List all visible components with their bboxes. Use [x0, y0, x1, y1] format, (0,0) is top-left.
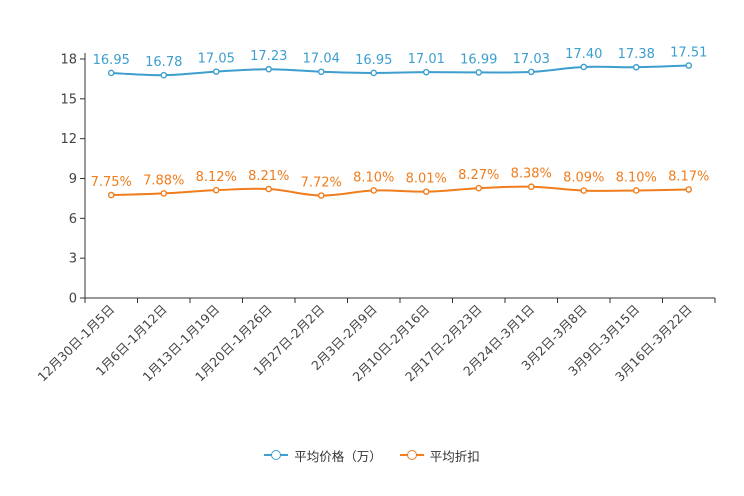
price-point: [685, 62, 693, 69]
price-point: [317, 68, 325, 76]
legend-label-price: 平均价格（万）: [294, 448, 382, 464]
series-line-price: [111, 64, 689, 77]
price-data-label: 17.23: [250, 49, 287, 64]
discount-point: [475, 184, 483, 192]
price-data-label: 17.40: [565, 47, 602, 62]
legend: 平均价格（万） 平均折扣: [0, 443, 744, 467]
discount-point: [580, 187, 588, 194]
discount-data-label: 8.38%: [511, 167, 552, 182]
y-tick-label: 9: [69, 172, 77, 187]
legend-line-marker-icon: [264, 448, 289, 462]
discount-point: [370, 187, 378, 194]
discount-point: [317, 192, 325, 199]
discount-data-label: 8.12%: [196, 170, 237, 185]
price-point: [475, 69, 483, 76]
price-data-label: 16.78: [145, 55, 182, 70]
discount-point: [212, 186, 220, 194]
price-point: [632, 63, 640, 71]
price-data-label: 17.05: [198, 52, 235, 67]
discount-data-label: 8.10%: [616, 170, 657, 185]
legend-item-price[interactable]: 平均价格（万）: [264, 446, 382, 465]
price-data-label: 16.99: [460, 52, 497, 67]
price-point: [212, 68, 220, 75]
discount-point: [422, 188, 430, 195]
series-line-discount: [111, 185, 689, 197]
y-tick-label: 3: [69, 252, 77, 267]
price-data-label: 16.95: [93, 53, 130, 68]
price-point: [527, 68, 535, 76]
y-tick-label: 18: [60, 53, 77, 68]
legend-line-marker-icon: [399, 448, 424, 462]
price-data-label: 17.04: [303, 52, 340, 67]
discount-point: [160, 190, 168, 197]
price-point: [370, 69, 378, 77]
price-point: [160, 71, 168, 79]
discount-data-label: 8.21%: [248, 169, 289, 184]
discount-point: [527, 183, 535, 191]
discount-point: [107, 191, 115, 199]
discount-data-label: 7.75%: [91, 175, 132, 190]
price-point: [107, 69, 115, 77]
discount-data-label: 8.27%: [458, 168, 499, 183]
price-data-label: 17.38: [618, 47, 655, 62]
discount-point: [265, 185, 273, 193]
discount-data-label: 7.72%: [301, 175, 342, 190]
price-point: [580, 63, 588, 71]
discount-data-label: 8.09%: [563, 171, 604, 186]
legend-item-discount[interactable]: 平均折扣: [399, 446, 480, 465]
price-point: [265, 65, 273, 73]
price-data-label: 16.95: [355, 53, 392, 68]
y-tick-label: 12: [60, 132, 77, 147]
price-data-label: 17.01: [408, 52, 445, 67]
price-data-label: 17.03: [513, 52, 550, 67]
discount-point: [685, 186, 693, 193]
discount-data-label: 8.17%: [668, 170, 709, 185]
discount-point: [632, 187, 640, 194]
y-tick-label: 6: [69, 212, 77, 227]
y-tick-label: 0: [69, 292, 77, 307]
discount-data-label: 8.10%: [353, 170, 394, 185]
legend-label-discount: 平均折扣: [429, 448, 480, 464]
price-point: [422, 68, 430, 76]
discount-data-label: 8.01%: [406, 172, 447, 187]
discount-data-label: 7.88%: [143, 173, 184, 188]
price-data-label: 17.51: [670, 46, 707, 61]
y-tick-label: 15: [60, 92, 77, 107]
